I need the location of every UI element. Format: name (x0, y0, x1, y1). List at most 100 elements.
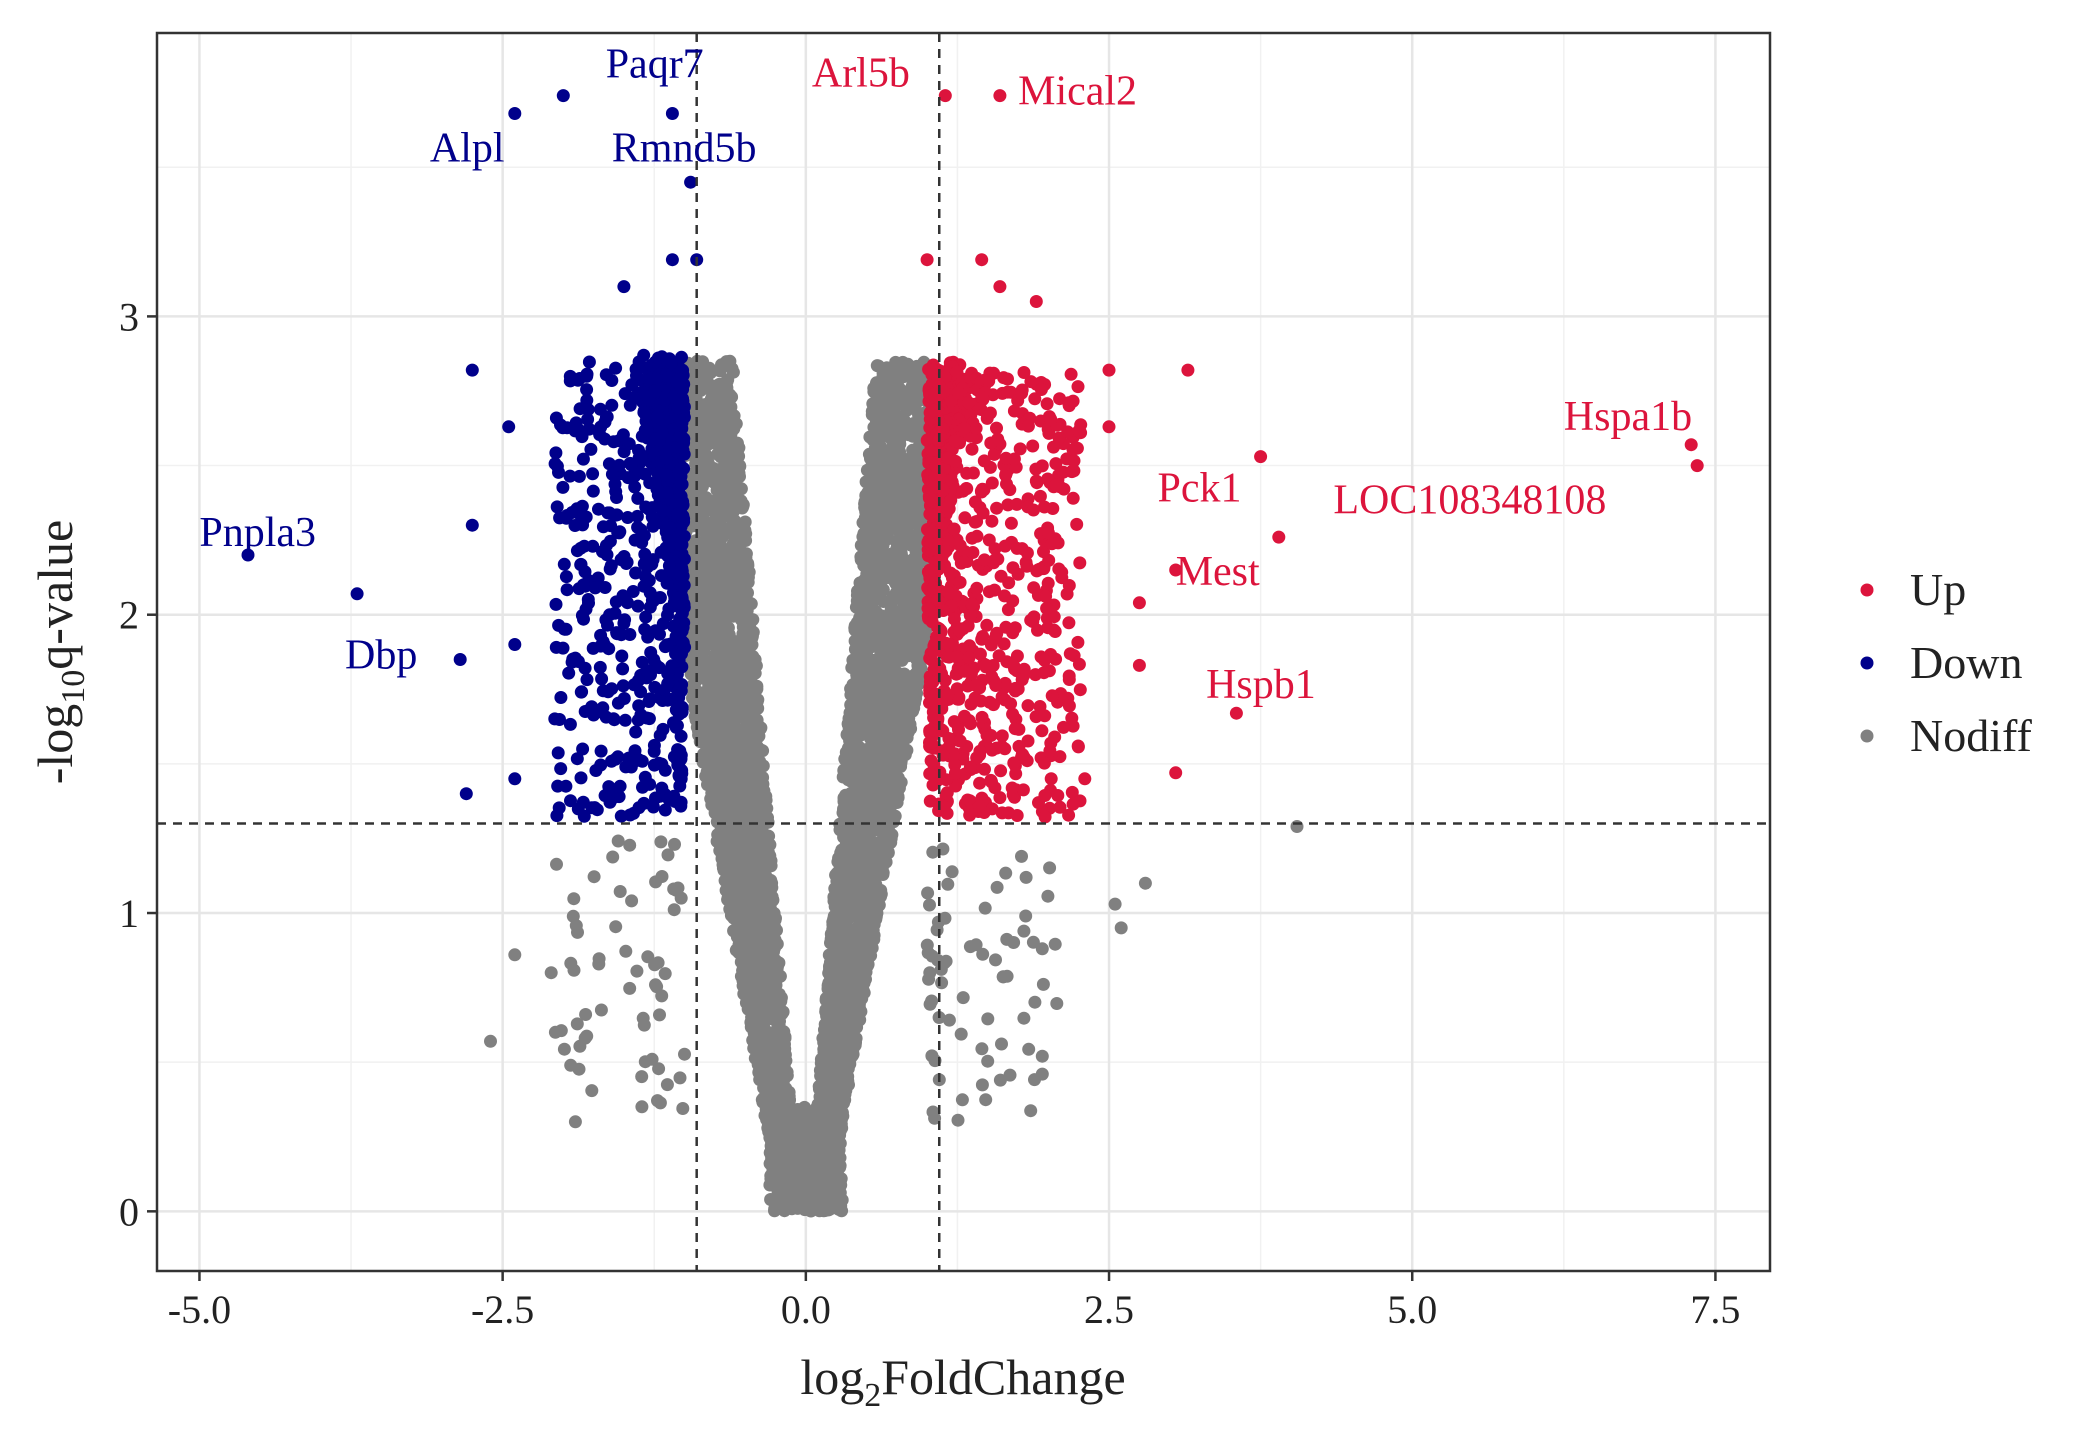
point-nodiff (737, 979, 750, 992)
point-nodiff (877, 595, 890, 608)
point-nodiff (757, 784, 770, 797)
point-nodiff (895, 388, 908, 401)
point-nodiff (890, 458, 903, 471)
point-nodiff (859, 856, 872, 869)
point-nodiff (746, 901, 759, 914)
point-nodiff (892, 791, 905, 804)
point-nodiff (738, 735, 751, 748)
point-nodiff (908, 573, 921, 586)
point-nodiff (896, 695, 909, 708)
point-nodiff (840, 876, 853, 889)
point-nodiff (726, 645, 739, 658)
point-nodiff (840, 796, 853, 809)
point-nodiff (700, 739, 713, 752)
point-nodiff (702, 474, 715, 487)
point-nodiff (855, 756, 868, 769)
point-nodiff (738, 801, 751, 814)
point-nodiff (727, 685, 740, 698)
point-nodiff (752, 1058, 765, 1071)
point-nodiff (849, 724, 862, 737)
point-nodiff (864, 712, 877, 725)
point-nodiff (887, 496, 900, 509)
point-nodiff (776, 1053, 789, 1066)
point-nodiff (774, 1070, 787, 1083)
point-nodiff (762, 846, 775, 859)
point-nodiff (893, 360, 906, 373)
point-nodiff (716, 781, 729, 794)
point-nodiff (852, 644, 865, 657)
point-nodiff (724, 572, 737, 585)
point-nodiff (900, 645, 913, 658)
point-nodiff (906, 430, 919, 443)
point-nodiff (754, 873, 767, 886)
point-nodiff (825, 928, 838, 941)
point-nodiff (765, 859, 778, 872)
point-nodiff (893, 438, 906, 451)
point-nodiff (770, 979, 783, 992)
point-nodiff (853, 985, 866, 998)
point-nodiff (865, 907, 878, 920)
point-nodiff (888, 575, 901, 588)
point-nodiff (750, 760, 763, 773)
point-nodiff (753, 1037, 766, 1050)
point-nodiff (733, 842, 746, 855)
point-nodiff (723, 355, 736, 368)
point-nodiff (707, 638, 720, 651)
point-nodiff (888, 513, 901, 526)
point-nodiff (828, 1057, 841, 1070)
point-nodiff (884, 396, 897, 409)
point-nodiff (735, 765, 748, 778)
point-nodiff (864, 526, 877, 539)
point-nodiff (858, 950, 871, 963)
point-nodiff (885, 632, 898, 645)
point-nodiff (731, 915, 744, 928)
point-nodiff (871, 841, 884, 854)
point-nodiff (738, 550, 751, 563)
point-nodiff (909, 595, 922, 608)
point-nodiff (735, 576, 748, 589)
point-nodiff (852, 793, 865, 806)
point-nodiff (867, 461, 880, 474)
point-nodiff (870, 388, 883, 401)
point-nodiff (718, 629, 731, 642)
point-nodiff (730, 466, 743, 479)
point-nodiff (730, 827, 743, 840)
point-nodiff (777, 1025, 790, 1038)
point-nodiff (768, 907, 781, 920)
point-nodiff (753, 809, 766, 822)
point-nodiff (746, 650, 759, 663)
point-nodiff (892, 748, 905, 761)
point-nodiff (707, 710, 720, 723)
point-nodiff (770, 1004, 783, 1017)
point-nodiff (717, 557, 730, 570)
point-nodiff (908, 674, 921, 687)
point-nodiff (859, 573, 872, 586)
point-nodiff (729, 454, 742, 467)
point-nodiff (712, 730, 725, 743)
point-nodiff (730, 417, 743, 430)
point-nodiff (901, 522, 914, 535)
point-nodiff (826, 961, 839, 974)
point-nodiff (861, 595, 874, 608)
point-nodiff (713, 747, 726, 760)
point-nodiff (902, 712, 915, 725)
point-nodiff (696, 439, 709, 452)
point-nodiff (740, 953, 753, 966)
point-nodiff (717, 862, 730, 875)
point-nodiff (739, 527, 752, 540)
point-nodiff (748, 1015, 761, 1028)
point-nodiff (735, 746, 748, 759)
point-nodiff (845, 1004, 858, 1017)
point-nodiff (828, 1038, 841, 1051)
point-nodiff (745, 828, 758, 841)
point-nodiff (868, 618, 881, 631)
point-nodiff (900, 609, 913, 622)
point-nodiff (714, 450, 727, 463)
point-nodiff (701, 362, 714, 375)
point-nodiff (894, 733, 907, 746)
point-nodiff (738, 596, 751, 609)
point-nodiff (702, 684, 715, 697)
point-nodiff (884, 551, 897, 564)
